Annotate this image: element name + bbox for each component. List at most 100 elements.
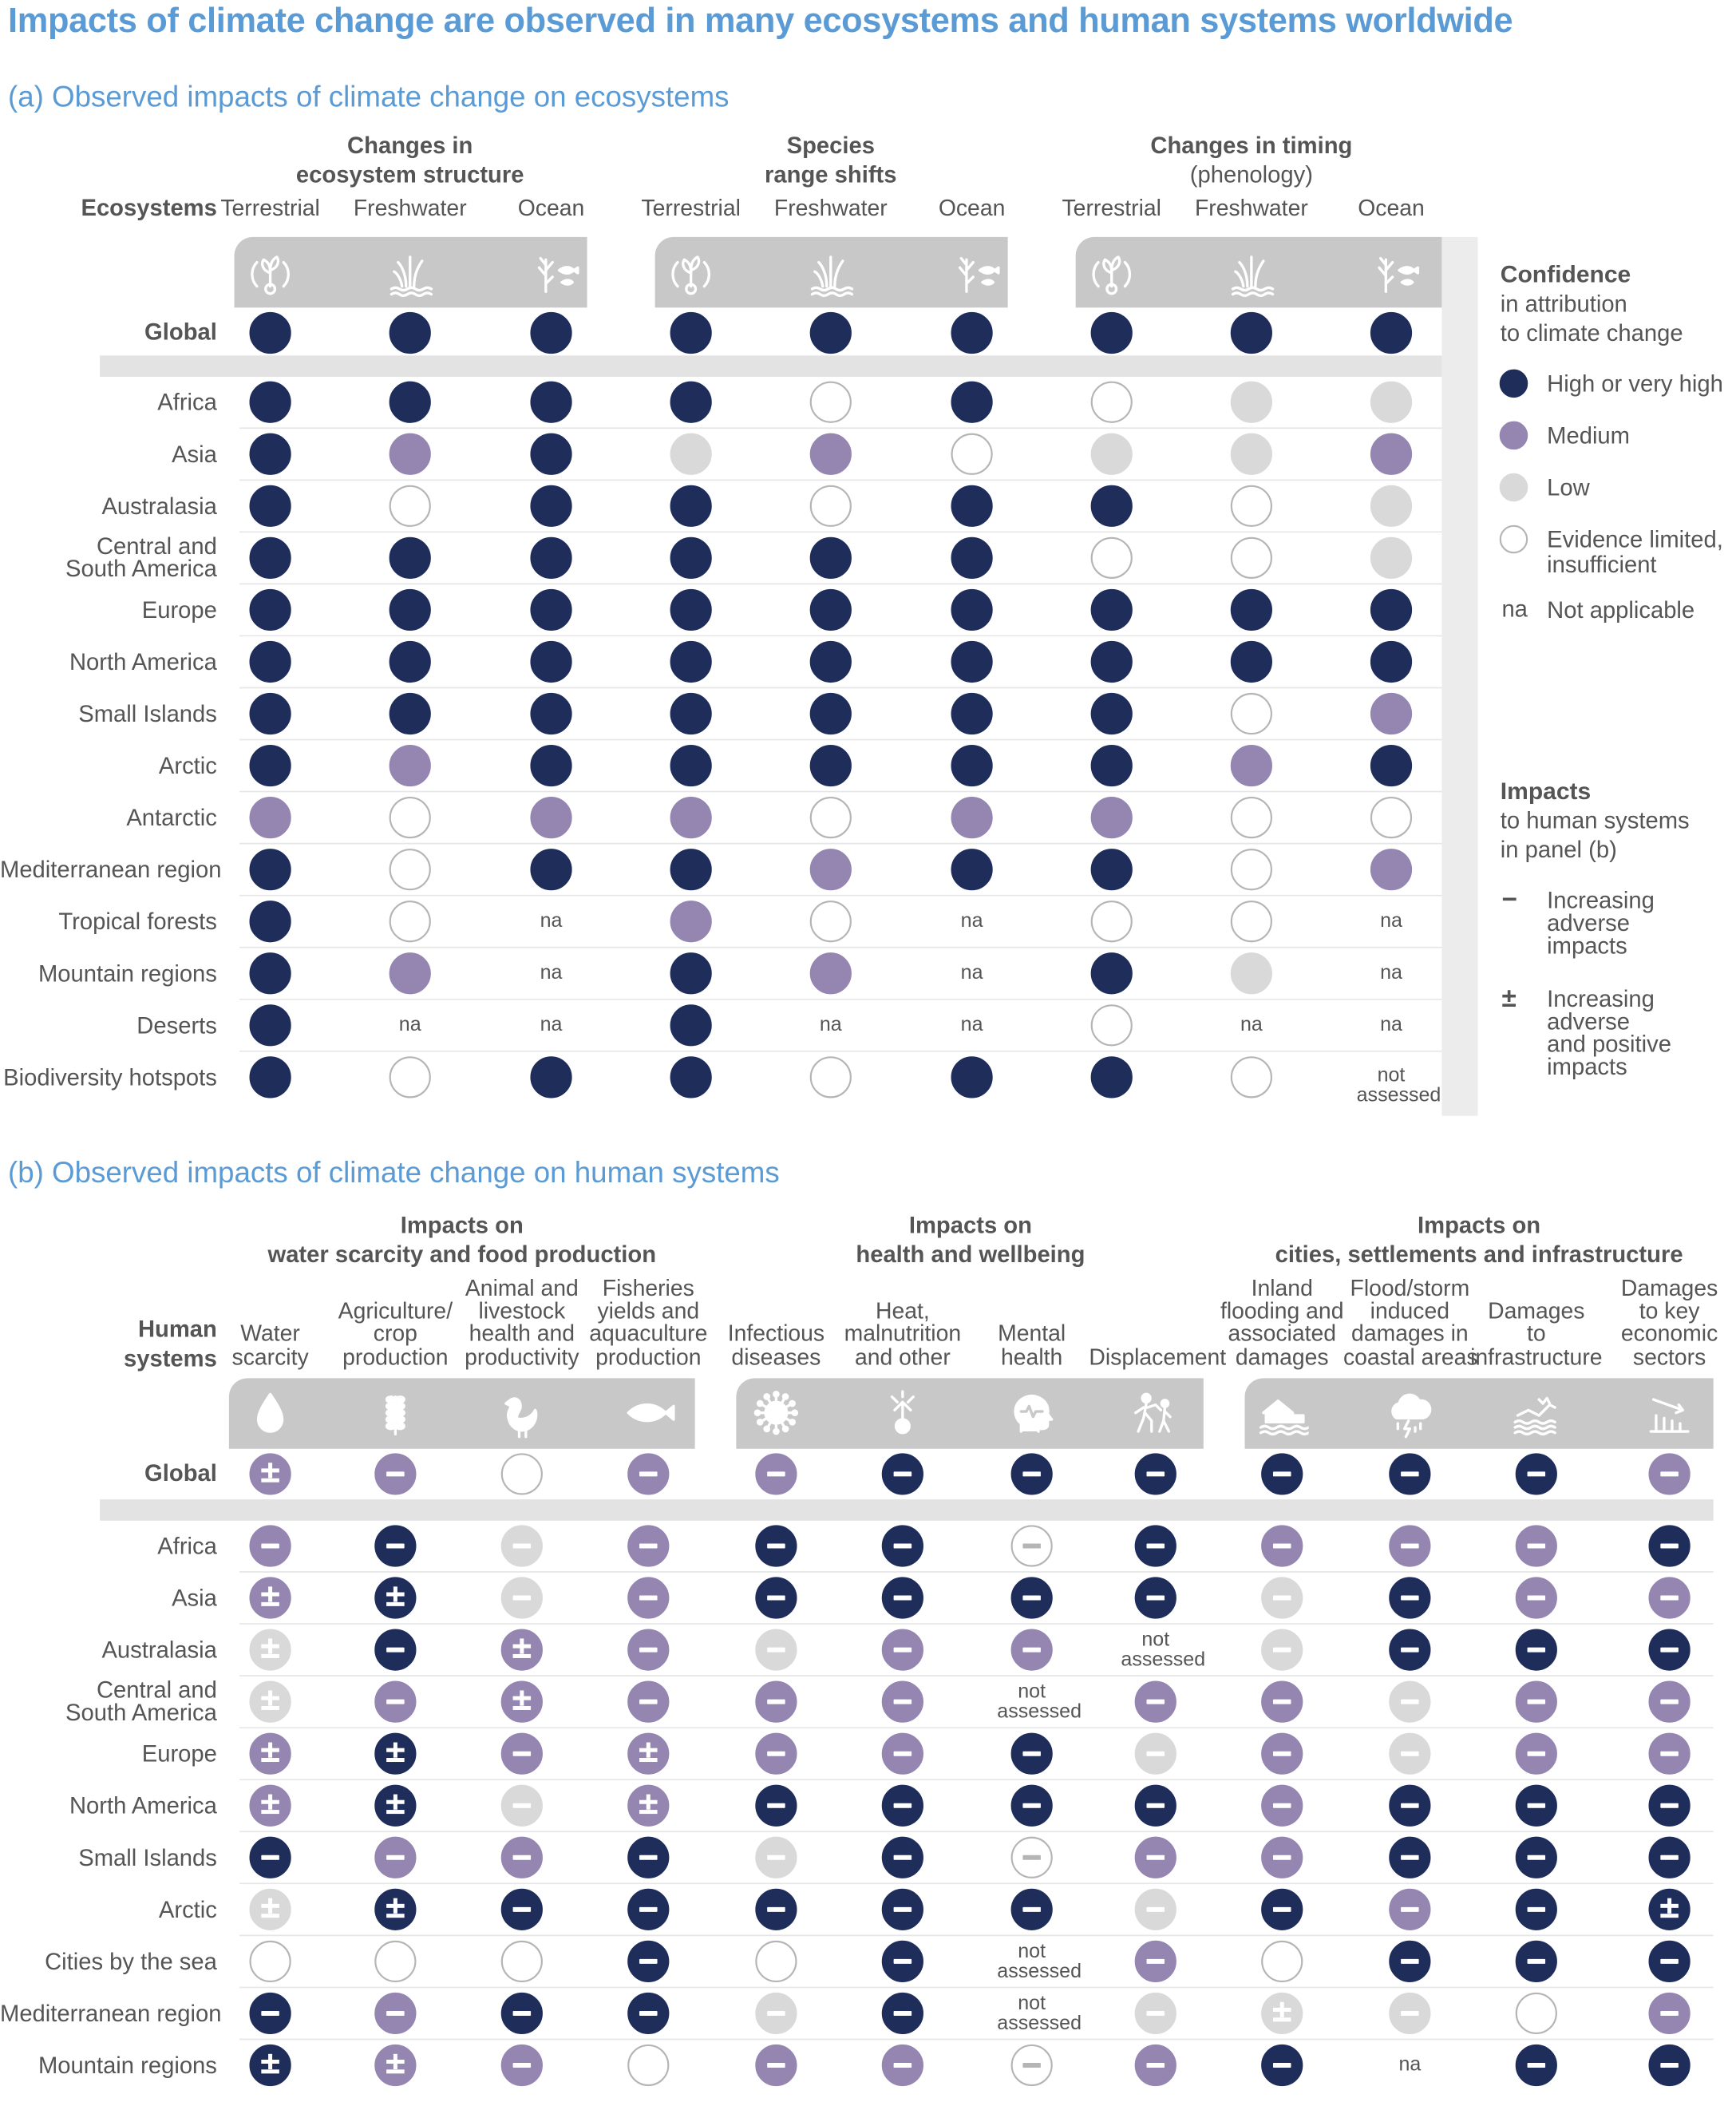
confidence-marker-limited — [1230, 901, 1272, 943]
confidence-marker-high-adverse — [1515, 1888, 1557, 1930]
column-label-line: Fisheries — [602, 1275, 694, 1301]
row-label-line: Biodiversity hotspots — [3, 1063, 217, 1091]
confidence-marker-medium — [1370, 692, 1413, 735]
confidence-marker-high-adverse — [755, 1888, 797, 1930]
confidence-marker-high-adverse — [1261, 2044, 1303, 2087]
row-label: Australasia — [0, 1637, 216, 1661]
confidence-marker-limited — [1230, 485, 1272, 527]
row-header-ecosystems: Ecosystems — [81, 194, 217, 221]
row-label-line: Cities by the sea — [45, 1947, 217, 1974]
confidence-marker-medium — [1090, 797, 1133, 839]
icon-band — [228, 1378, 695, 1449]
not-assessed-text: not assessed — [997, 1680, 1082, 1724]
confidence-marker-high — [670, 536, 712, 579]
group-header-line1: Changes in — [347, 132, 473, 159]
column-label-line: Water — [240, 1321, 300, 1347]
column-label-line: Infectious — [727, 1321, 825, 1347]
confidence-marker-medium — [809, 849, 852, 891]
confidence-marker-low-adverse — [1389, 1992, 1431, 2035]
impact-item-label-line: Increasing — [1547, 886, 1655, 914]
column-label: Terrestrial — [1062, 196, 1161, 221]
confidence-marker-medium-adverse — [881, 1629, 923, 1671]
confidence-marker-high-adverse — [627, 1888, 670, 1930]
confidence-marker-high-mixed — [1648, 1888, 1691, 1930]
confidence-marker-high-adverse — [1515, 2044, 1557, 2087]
confidence-marker-high — [1370, 640, 1413, 683]
confidence-marker-high-adverse — [1134, 1577, 1176, 1619]
confidence-marker-medium — [809, 952, 852, 995]
row-label: Biodiversity hotspots — [0, 1063, 217, 1091]
confidence-marker-medium-adverse — [627, 1577, 670, 1619]
confidence-marker-high — [951, 536, 993, 579]
confidence-marker-high-adverse — [1648, 1784, 1691, 1827]
group-header: Impacts on health and wellbeing — [704, 1210, 1236, 1269]
not-applicable-text: na — [1398, 2053, 1422, 2076]
confidence-marker-low-adverse — [1261, 1629, 1303, 1671]
confidence-marker-medium-adverse — [1134, 2044, 1176, 2087]
confidence-marker-low — [1230, 952, 1272, 995]
confidence-marker-high — [951, 485, 993, 527]
confidence-marker-high — [249, 536, 291, 579]
confidence-marker-medium-adverse — [374, 1836, 417, 1878]
confidence-marker-medium-adverse — [755, 1732, 797, 1775]
confidence-marker-medium — [1370, 433, 1413, 475]
legend-item-label: Medium — [1547, 423, 1630, 449]
confidence-marker-high-adverse — [1648, 1836, 1691, 1878]
row-label-line: South America — [65, 555, 217, 582]
row-label-line: Europe — [141, 1740, 217, 1767]
column-label-line: Displacement — [1089, 1344, 1227, 1370]
column-label-line: economic — [1620, 1321, 1718, 1347]
row-label: Antarctic — [0, 806, 217, 829]
confidence-marker-low — [1370, 536, 1413, 579]
row-label-line: Central and — [96, 1676, 217, 1704]
legend-item-label-line: insufficient — [1547, 551, 1657, 578]
confidence-marker-low — [670, 433, 712, 475]
column-label-line: Mental — [998, 1321, 1066, 1347]
heat-person-icon — [890, 1390, 915, 1435]
confidence-marker-limited — [1230, 1056, 1272, 1099]
confidence-marker-high — [249, 744, 291, 787]
confidence-marker-limited — [1230, 849, 1272, 891]
confidence-marker-high-adverse — [881, 1888, 923, 1930]
confidence-marker-high-adverse — [1010, 1888, 1053, 1930]
confidence-marker-high — [951, 640, 993, 683]
confidence-marker-medium-adverse — [881, 2044, 923, 2087]
legend-item-label: High or very high — [1547, 371, 1723, 397]
confidence-marker-medium-adverse — [1389, 1525, 1431, 1567]
row-label: Cities by the sea — [0, 1947, 217, 1974]
row-label-line: Central and — [96, 532, 217, 560]
confidence-marker-medium — [1230, 744, 1272, 787]
group-header-line1: Impacts on — [400, 1211, 524, 1239]
confidence-marker-high-adverse — [1389, 1940, 1431, 1982]
confidence-marker-medium — [1499, 421, 1528, 450]
column-label: Freshwater — [773, 196, 888, 221]
confidence-marker-high — [249, 952, 291, 995]
confidence-marker-limited — [1090, 1004, 1133, 1047]
confidence-marker-high-adverse — [881, 1525, 923, 1567]
confidence-marker-limited — [951, 433, 993, 475]
confidence-marker-limited — [627, 2044, 670, 2087]
confidence-marker-limited — [1090, 536, 1133, 579]
column-label: Terrestrial — [220, 196, 320, 221]
column-label-line: production — [342, 1344, 449, 1370]
confidence-marker-medium-adverse — [881, 1732, 923, 1775]
confidence-marker-low — [1370, 485, 1413, 527]
confidence-marker-high-adverse — [1010, 1784, 1053, 1827]
impact-item-label-line: Increasing — [1547, 985, 1655, 1012]
confidence-marker-high — [951, 311, 993, 354]
confidence-marker-medium-adverse — [374, 1680, 417, 1723]
confidence-marker-medium-adverse — [1648, 1732, 1691, 1775]
column-label-line: damages in — [1351, 1321, 1469, 1347]
confidence-marker-low-adverse — [755, 1836, 797, 1878]
figure-title: Impacts of climate change are observed i… — [8, 0, 1513, 41]
confidence-marker-high — [809, 536, 852, 579]
column-label-line: Flood/storm — [1350, 1275, 1470, 1301]
row-label: Australasia — [0, 493, 216, 517]
confidence-marker-high-adverse — [627, 1992, 670, 2035]
confidence-marker-high — [249, 901, 291, 943]
confidence-marker-high — [249, 381, 291, 423]
damaged-infrastructure-icon — [1513, 1396, 1556, 1436]
confidence-marker-high-adverse — [1389, 1784, 1431, 1827]
